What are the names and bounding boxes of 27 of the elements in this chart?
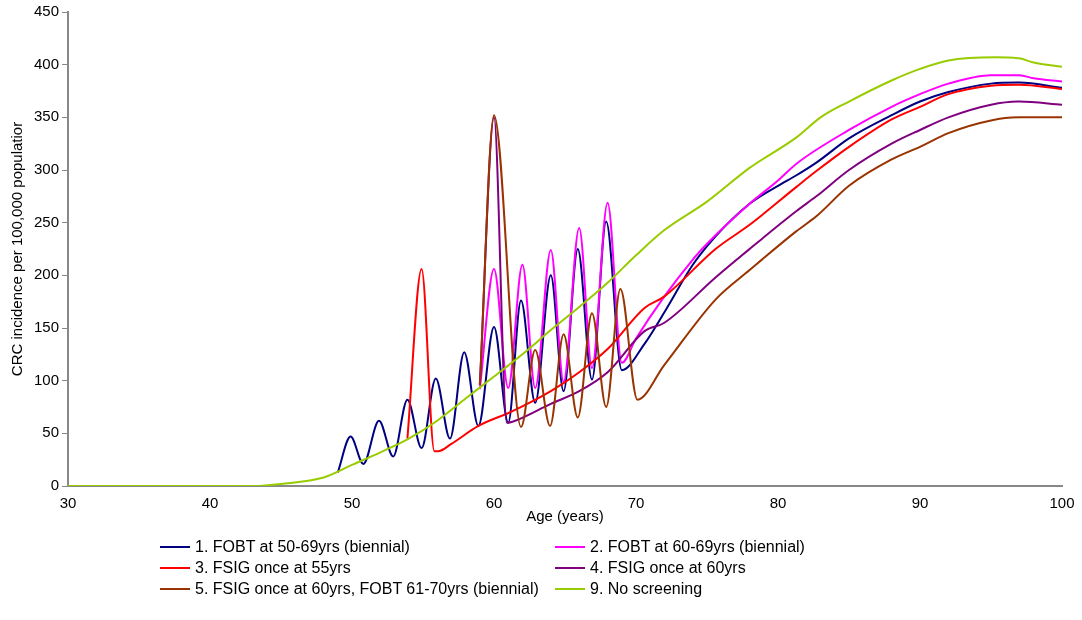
y-tick-label: 0 (50, 476, 60, 494)
line-series (478, 74, 1062, 391)
x-tick-label: 80 (769, 494, 787, 512)
y-axis-title: CRC incidence per 100,000 populatior (8, 121, 26, 377)
y-tick-label: 50 (42, 423, 60, 441)
y-tick-label: 450 (34, 2, 60, 20)
x-tick-label: 60 (485, 494, 503, 512)
legend-label: 3. FSIG once at 55yrs (195, 559, 351, 577)
x-tick-label: 100 (1049, 494, 1075, 512)
y-tick-label: 300 (34, 160, 60, 178)
legend-label: 2. FOBT at 60-69yrs (biennial) (590, 538, 805, 556)
legend-label: 1. FOBT at 50-69yrs (biennial) (195, 538, 410, 556)
y-tick-label: 200 (34, 265, 60, 283)
y-tick-label: 350 (34, 107, 60, 125)
y-tick-label: 400 (34, 54, 60, 72)
legend-label: 5. FSIG once at 60yrs, FOBT 61-70yrs (biennial) (195, 580, 539, 598)
y-tick-label: 100 (34, 370, 60, 388)
x-tick-label: 30 (59, 494, 77, 512)
legend-label: 4. FSIG once at 60yrs (590, 559, 746, 577)
y-tick-label: 250 (34, 212, 60, 230)
x-tick-label: 50 (343, 494, 361, 512)
x-tick-label: 90 (911, 494, 929, 512)
x-tick-label: 40 (201, 494, 219, 512)
legend-label: 9. No screening (590, 580, 703, 598)
y-tick-label: 150 (34, 318, 60, 336)
x-axis-title: Age (years) (526, 507, 604, 525)
x-tick-label: 70 (627, 494, 645, 512)
